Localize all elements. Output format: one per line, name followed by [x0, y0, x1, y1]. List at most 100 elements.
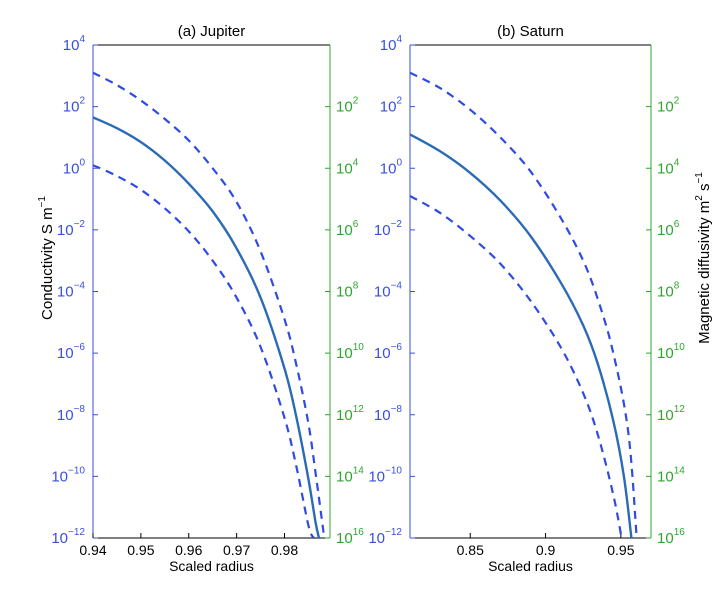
saturn-left-tick-label-exponent: −8 — [391, 404, 403, 415]
jupiter-right-tick-label-exponent: 4 — [353, 157, 359, 168]
jupiter-right-tick-label: 1016 — [336, 527, 364, 547]
saturn-x-axis-label: Scaled radius — [488, 558, 573, 574]
right-axis-label-exponent-2: −1 — [694, 172, 705, 184]
panel-saturn: 10410210010−210−410−610−810−1010−1210210… — [368, 23, 685, 574]
jupiter-left-tick-label-exponent: 0 — [79, 157, 85, 168]
jupiter-right-tick-label-exponent: 6 — [353, 219, 359, 230]
jupiter-left-tick-label: 10−6 — [57, 342, 86, 362]
jupiter-left-tick-label: 10−8 — [57, 404, 86, 424]
left-axis-label-text: Conductivity S m — [39, 207, 56, 320]
jupiter-right-tick-label: 1012 — [336, 404, 364, 424]
jupiter-x-axis-label: Scaled radius — [169, 558, 254, 574]
jupiter-left-tick-label: 10−2 — [57, 219, 86, 239]
saturn-right-tick-label: 1010 — [657, 342, 685, 362]
saturn-right-tick-label-exponent: 6 — [674, 219, 680, 230]
saturn-left-tick-label-exponent: −4 — [391, 281, 403, 292]
saturn-left-tick-label-exponent: −12 — [385, 527, 402, 538]
jupiter-left-tick-label: 10−12 — [51, 527, 85, 547]
saturn-right-tick-label: 102 — [657, 96, 680, 116]
saturn-left-tick-label-exponent: 2 — [396, 96, 402, 107]
saturn-left-tick-label: 10−4 — [374, 281, 403, 301]
saturn-right-tick-label: 108 — [657, 281, 680, 301]
saturn-right-tick-label: 1016 — [657, 527, 685, 547]
saturn-left-tick-label: 10−12 — [368, 527, 402, 547]
jupiter-left-tick-label: 10−10 — [51, 465, 85, 485]
saturn-left-tick-label: 100 — [380, 157, 403, 177]
saturn-right-tick-label-base: 10 — [657, 160, 674, 177]
saturn-left-tick-label: 104 — [380, 34, 403, 54]
saturn-right-tick-label-exponent: 4 — [674, 157, 680, 168]
jupiter-lower-bound-curve — [93, 164, 315, 538]
saturn-left-tick-label-exponent: −2 — [391, 219, 403, 230]
jupiter-x-tick-label: 0.95 — [127, 542, 154, 558]
saturn-left-tick-label-base: 10 — [380, 37, 397, 54]
jupiter-left-tick-label-exponent: −6 — [74, 342, 86, 353]
saturn-upper-bound-curve — [410, 71, 638, 538]
jupiter-left-tick-label: 104 — [63, 34, 86, 54]
jupiter-left-tick-label-exponent: 4 — [79, 34, 85, 45]
jupiter-right-tick-label-base: 10 — [336, 407, 353, 424]
jupiter-left-tick-label-base: 10 — [63, 160, 80, 177]
jupiter-left-tick-label-base: 10 — [51, 530, 68, 547]
jupiter-left-tick-label: 10−4 — [57, 281, 86, 301]
jupiter-left-tick-label-base: 10 — [51, 468, 68, 485]
jupiter-left-tick-label-base: 10 — [57, 345, 74, 362]
saturn-right-tick-label-base: 10 — [657, 99, 674, 116]
panel-jupiter: 10410210010−210−410−610−810−1010−1210210… — [51, 23, 364, 574]
jupiter-title: (a) Jupiter — [178, 23, 246, 40]
jupiter-right-tick-label-exponent: 8 — [353, 281, 359, 292]
saturn-left-tick-label-base: 10 — [374, 222, 391, 239]
saturn-x-tick-label: 0.85 — [457, 542, 484, 558]
jupiter-left-tick-label-base: 10 — [63, 37, 80, 54]
saturn-left-tick-label: 10−6 — [374, 342, 403, 362]
right-axis-label-text: Magnetic diffusivity m — [696, 201, 713, 344]
jupiter-right-tick-label: 106 — [336, 219, 359, 239]
jupiter-right-tick-label-base: 10 — [336, 468, 353, 485]
jupiter-right-tick-label-base: 10 — [336, 345, 353, 362]
jupiter-left-tick-label-base: 10 — [63, 99, 80, 116]
saturn-left-tick-label-exponent: 4 — [396, 34, 402, 45]
saturn-left-tick-label-base: 10 — [380, 99, 397, 116]
saturn-right-tick-label-base: 10 — [657, 530, 674, 547]
saturn-right-tick-label: 106 — [657, 219, 680, 239]
saturn-left-tick-label-base: 10 — [374, 284, 391, 301]
jupiter-x-tick-label: 0.98 — [271, 542, 298, 558]
left-axis-label: Conductivity S m−1 — [37, 196, 56, 320]
jupiter-right-tick-label-exponent: 2 — [353, 96, 359, 107]
saturn-left-tick-label-exponent: 0 — [396, 157, 402, 168]
saturn-left-tick-label-exponent: −10 — [385, 465, 402, 476]
saturn-right-tick-label-base: 10 — [657, 284, 674, 301]
saturn-right-tick-label-exponent: 2 — [674, 96, 680, 107]
saturn-left-tick-label-exponent: −6 — [391, 342, 403, 353]
jupiter-right-tick-label: 1010 — [336, 342, 364, 362]
jupiter-right-tick-label: 108 — [336, 281, 359, 301]
jupiter-left-tick-label: 102 — [63, 96, 86, 116]
jupiter-left-tick-label: 100 — [63, 157, 86, 177]
jupiter-upper-bound-curve — [93, 71, 326, 538]
saturn-left-tick-label: 10−2 — [374, 219, 403, 239]
saturn-right-tick-label-base: 10 — [657, 407, 674, 424]
saturn-left-tick-label-base: 10 — [380, 160, 397, 177]
saturn-right-tick-label-base: 10 — [657, 468, 674, 485]
left-axis-label-exponent: −1 — [37, 196, 48, 208]
jupiter-right-tick-label-base: 10 — [336, 160, 353, 177]
saturn-x-tick-label: 0.9 — [536, 542, 556, 558]
saturn-right-tick-label-exponent: 12 — [674, 404, 686, 415]
jupiter-right-tick-label-base: 10 — [336, 284, 353, 301]
jupiter-left-tick-label-exponent: 2 — [79, 96, 85, 107]
saturn-x-tick-label: 0.95 — [607, 542, 634, 558]
saturn-left-tick-label: 10−10 — [368, 465, 402, 485]
jupiter-left-tick-label-exponent: −2 — [74, 219, 86, 230]
saturn-right-tick-label-exponent: 16 — [674, 527, 686, 538]
jupiter-right-tick-label-exponent: 14 — [353, 465, 365, 476]
saturn-left-tick-label-base: 10 — [368, 468, 385, 485]
saturn-lower-bound-curve — [410, 195, 623, 538]
jupiter-right-tick-label-exponent: 10 — [353, 342, 365, 353]
jupiter-left-tick-label-exponent: −4 — [74, 281, 86, 292]
saturn-right-tick-label-exponent: 14 — [674, 465, 686, 476]
saturn-left-tick-label-base: 10 — [374, 345, 391, 362]
jupiter-left-tick-label-base: 10 — [57, 407, 74, 424]
right-axis-label-mid: s — [696, 184, 713, 196]
